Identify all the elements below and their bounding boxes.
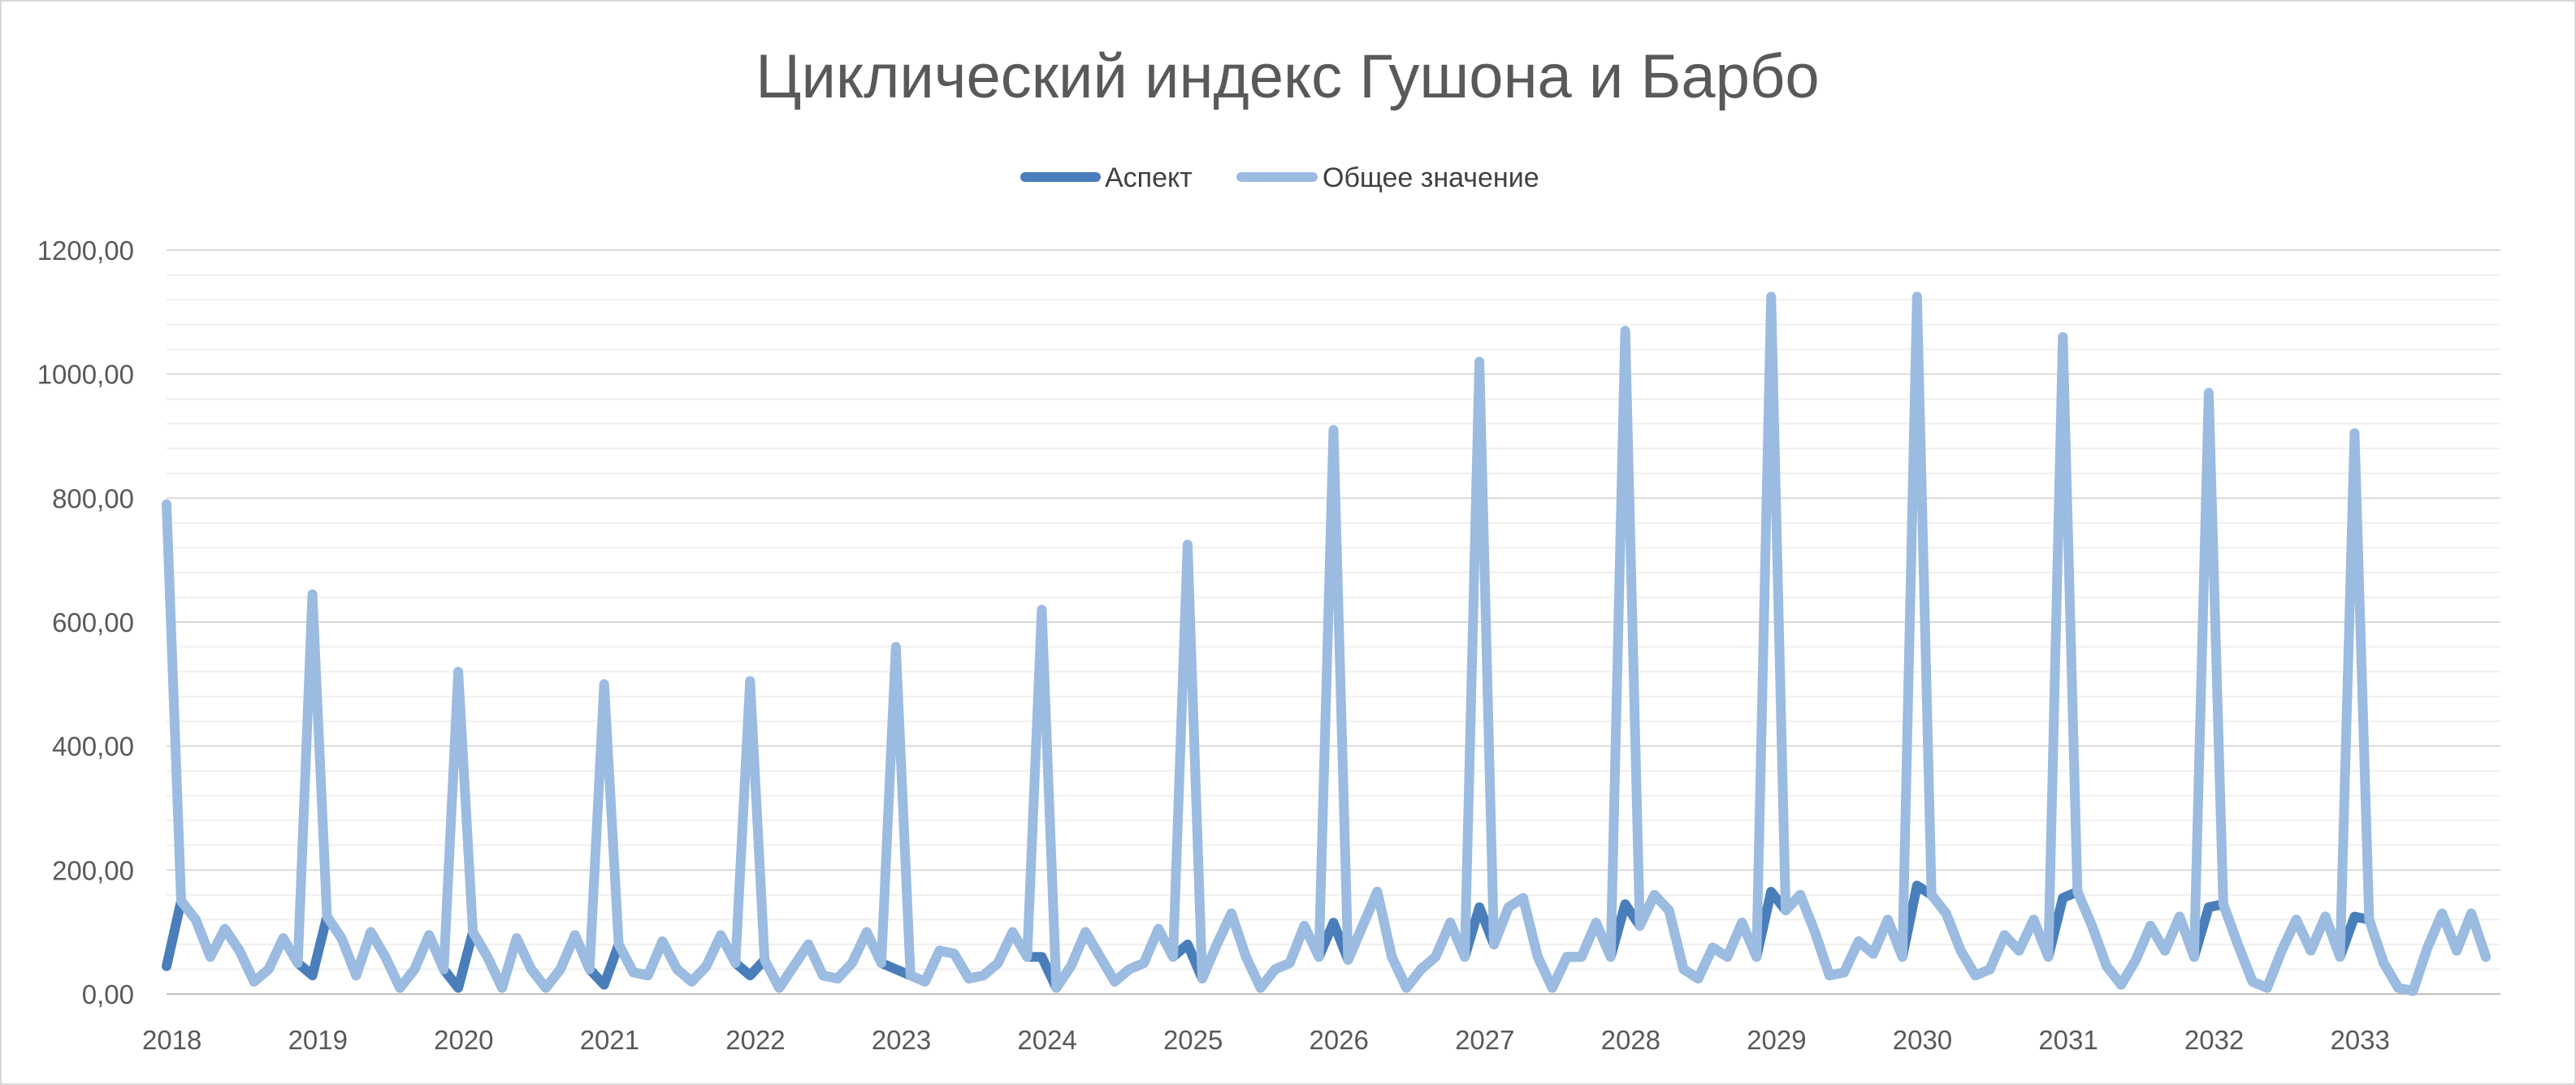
x-tick-label: 2031 (2038, 1025, 2098, 1055)
x-tick-label: 2024 (1017, 1025, 1076, 1055)
x-tick-label: 2020 (434, 1025, 493, 1055)
x-tick-label: 2023 (872, 1025, 931, 1055)
x-axis: 2018 2019 2020 2021 2022 2023 2024 2025 2026 2027… (142, 1025, 2390, 1055)
y-tick-label: 1000,00 (37, 360, 134, 390)
legend-label-total: Общее значение (1323, 162, 1539, 193)
y-tick-label: 800,00 (52, 483, 134, 513)
x-tick-label: 2021 (580, 1025, 639, 1055)
x-tick-label: 2027 (1455, 1025, 1514, 1055)
x-tick-label: 2029 (1747, 1025, 1806, 1055)
x-tick-label: 2030 (1893, 1025, 1952, 1055)
x-tick-label: 2025 (1163, 1025, 1223, 1055)
y-tick-label: 600,00 (52, 607, 134, 638)
x-tick-label: 2018 (142, 1025, 201, 1055)
y-axis: 0,00 200,00 400,00 600,00 800,00 1000,00 1200,… (37, 236, 134, 1009)
x-tick-label: 2033 (2330, 1025, 2389, 1055)
y-tick-label: 1200,00 (37, 236, 134, 266)
x-tick-label: 2026 (1310, 1025, 1369, 1055)
x-tick-label: 2019 (288, 1025, 348, 1055)
legend: Аспект Общее значение (1020, 162, 1539, 193)
x-tick-label: 2028 (1601, 1025, 1660, 1055)
x-tick-label: 2032 (2184, 1025, 2244, 1055)
y-tick-label: 400,00 (52, 732, 134, 762)
chart-title: Циклический индекс Гушона и Барбо (755, 42, 1819, 111)
series-line-total (162, 292, 2491, 996)
y-tick-label: 200,00 (52, 855, 134, 885)
plot-area (162, 292, 2491, 996)
y-tick-label: 0,00 (82, 979, 134, 1009)
legend-label-aspect: Аспект (1105, 162, 1193, 193)
x-tick-label: 2022 (725, 1025, 785, 1055)
